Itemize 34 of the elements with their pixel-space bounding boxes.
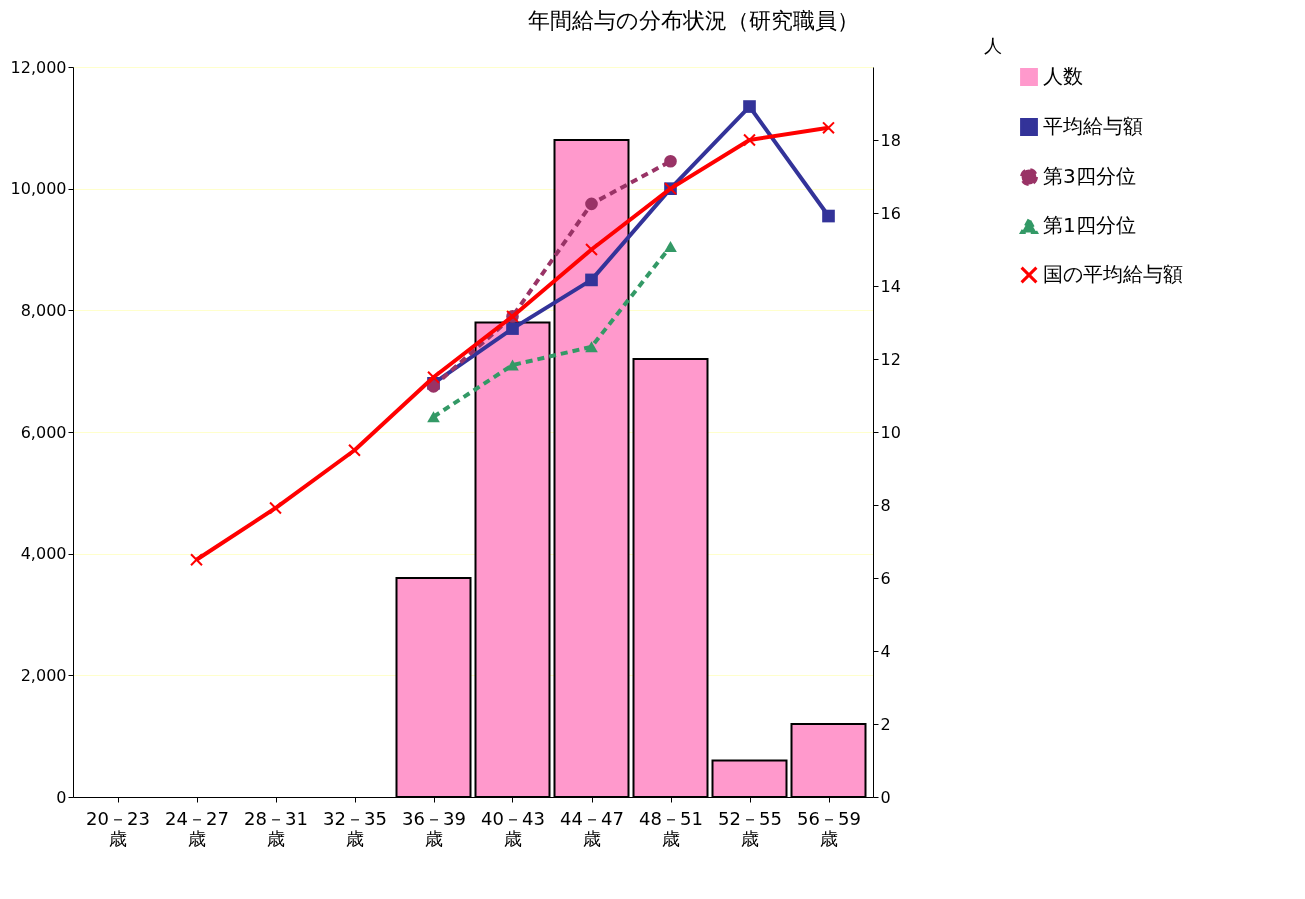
y-tick-label: 4,000 xyxy=(20,544,67,564)
y-tick-label: 6,000 xyxy=(20,422,67,442)
y2-axis-title: 人 xyxy=(983,34,1002,56)
y-tick-label: 12,000 xyxy=(10,57,67,77)
x-tick-label: 40－43 歳 xyxy=(481,807,545,849)
y-tick-label: 2,000 xyxy=(20,665,67,685)
x-tick-label: 32－35 歳 xyxy=(323,807,387,849)
legend-label: 平均給与額 xyxy=(1043,114,1143,138)
y2-tick-label: 6 xyxy=(880,568,891,588)
x-tick-label: 20－23 歳 xyxy=(86,807,150,849)
y-tick-label: 0 xyxy=(56,787,67,807)
y2-tick-label: 4 xyxy=(880,641,891,661)
legend-label: 人数 xyxy=(1043,64,1083,88)
x-tick-label: 56－59 歳 xyxy=(797,807,861,849)
y2-tick-label: 16 xyxy=(880,203,901,223)
y-tick-label: 10,000 xyxy=(10,179,67,199)
legend-label: 国の平均給与額 xyxy=(1043,262,1183,286)
y-tick-label: 8,000 xyxy=(20,300,67,320)
y2-tick-label: 18 xyxy=(880,130,901,150)
y2-tick-label: 2 xyxy=(880,714,891,734)
x-tick-label: 52－55 歳 xyxy=(718,807,782,849)
legend-label: 第3四分位 xyxy=(1043,164,1136,188)
chart-title: 年間給与の分布状況（研究職員） xyxy=(527,8,859,33)
y2-tick-label: 10 xyxy=(880,422,901,442)
x-tick-label: 48－51 歳 xyxy=(639,807,703,849)
x-tick-label: 44－47 歳 xyxy=(560,807,624,849)
y2-tick-label: 0 xyxy=(880,787,891,807)
y2-tick-label: 14 xyxy=(880,276,901,296)
y2-tick-label: 8 xyxy=(880,495,891,515)
x-tick-label: 24－27 歳 xyxy=(165,807,229,849)
x-tick-label: 28－31 歳 xyxy=(244,807,308,849)
y2-tick-label: 12 xyxy=(880,349,901,369)
legend-label: 第1四分位 xyxy=(1043,213,1136,237)
x-tick-label: 36－39 歳 xyxy=(402,807,466,849)
